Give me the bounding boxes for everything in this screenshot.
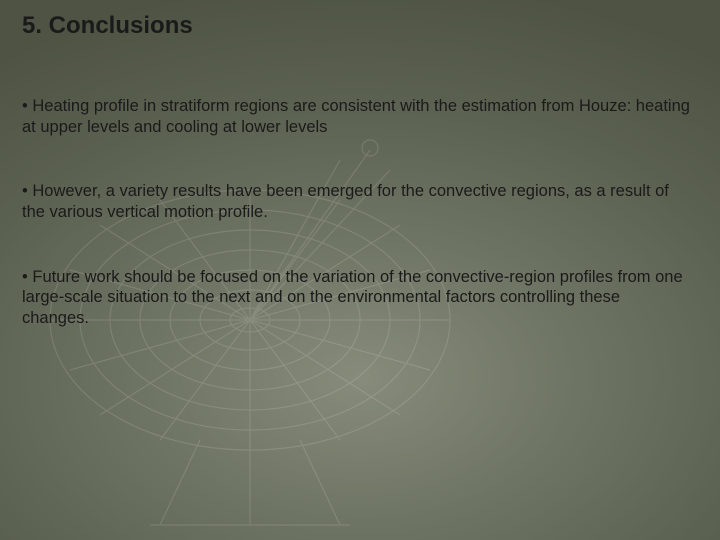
slide-body: • Heating profile in stratiform regions … — [22, 96, 690, 372]
bullet-text: Heating profile in stratiform regions ar… — [22, 97, 690, 136]
bullet-item: • However, a variety results have been e… — [22, 181, 690, 222]
bullet-item: • Future work should be focused on the v… — [22, 267, 690, 329]
slide-title: 5. Conclusions — [22, 12, 193, 40]
bullet-text: Future work should be focused on the var… — [22, 268, 683, 327]
slide: 5. Conclusions • Heating profile in stra… — [0, 0, 720, 540]
bullet-item: • Heating profile in stratiform regions … — [22, 96, 690, 137]
bullet-text: However, a variety results have been eme… — [22, 182, 669, 221]
